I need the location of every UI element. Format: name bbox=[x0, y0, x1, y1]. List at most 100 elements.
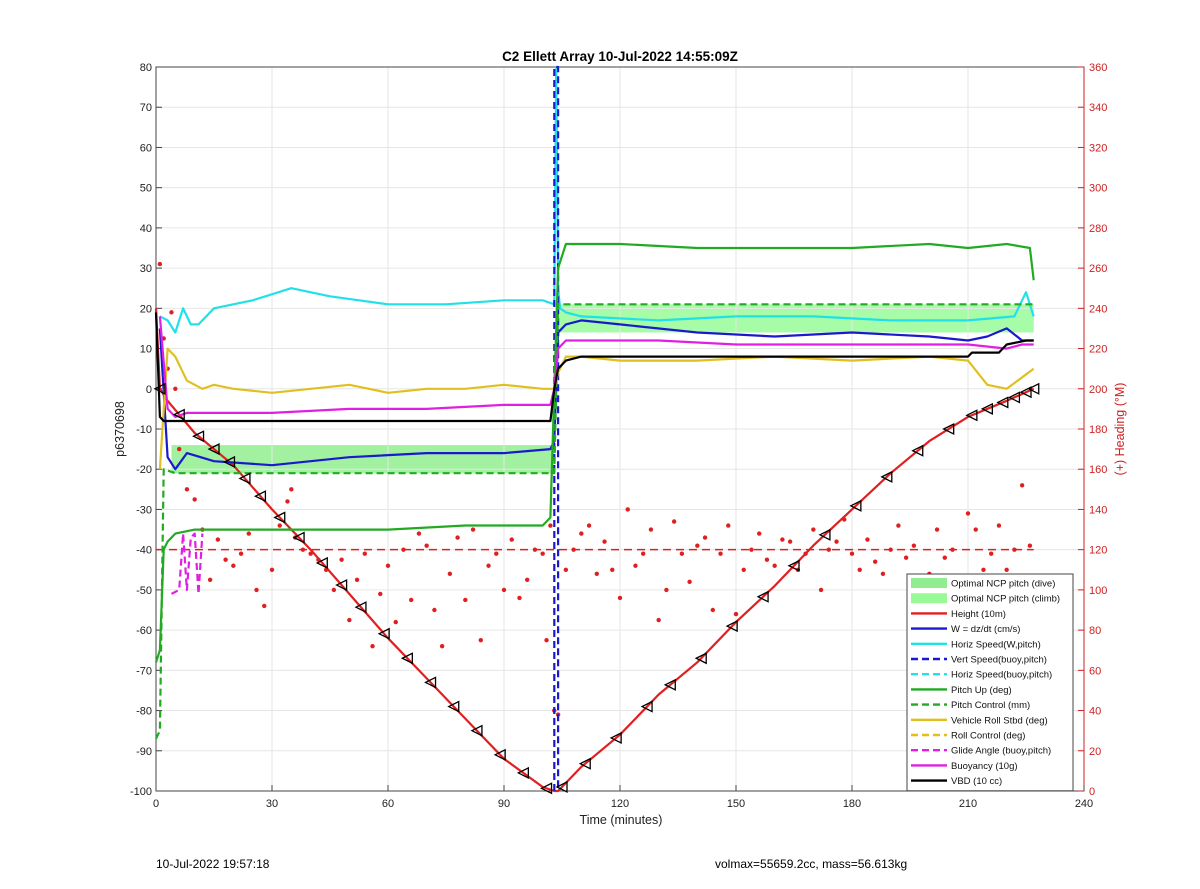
y-axis-label-left: p6370698 bbox=[113, 401, 127, 457]
heading-dot-14 bbox=[246, 531, 251, 536]
y-axis-label-right: (+) Heading (°M) bbox=[1113, 383, 1127, 476]
heading-dot-11 bbox=[223, 557, 228, 562]
y-tick-label--50: -50 bbox=[136, 585, 152, 597]
y2-tick-label-320: 320 bbox=[1089, 142, 1107, 154]
heading-dot-17 bbox=[269, 567, 275, 572]
height-marker-18 bbox=[516, 766, 529, 779]
legend-label-buoyancy-10g: Buoyancy (10g) bbox=[951, 761, 1018, 772]
height-marker-17 bbox=[493, 748, 506, 761]
heading-dot-59 bbox=[571, 547, 576, 552]
heading-dot-28 bbox=[347, 617, 352, 623]
heading-dot-116 bbox=[1012, 547, 1017, 552]
y-tick-label-50: 50 bbox=[140, 183, 152, 195]
heading-dot-81 bbox=[741, 567, 746, 572]
y2-tick-label-180: 180 bbox=[1089, 424, 1107, 436]
heading-dot-82 bbox=[749, 547, 754, 552]
y-tick-label-10: 10 bbox=[140, 344, 152, 356]
heading-dot-93 bbox=[834, 539, 839, 544]
series-vert-speed-buoy-pitch bbox=[553, 65, 560, 791]
height-marker-26 bbox=[725, 620, 738, 633]
heading-dot-47 bbox=[494, 551, 499, 556]
heading-dot-111 bbox=[973, 527, 978, 532]
heading-dot-50 bbox=[517, 595, 522, 601]
heading-dot-29 bbox=[354, 577, 360, 583]
series-pitch-control-mm bbox=[155, 303, 1034, 740]
x-tick-label-60: 60 bbox=[382, 798, 394, 810]
heading-dot-91 bbox=[818, 587, 824, 593]
heading-dot-79 bbox=[726, 523, 731, 528]
heading-dot-35 bbox=[401, 547, 406, 552]
legend-label-horiz-speed-buoy-pitch: Horiz Speed(buoy,pitch) bbox=[951, 670, 1052, 681]
legend-box bbox=[906, 573, 1074, 792]
x-tick-label-90: 90 bbox=[498, 798, 510, 810]
heading-dot-90 bbox=[811, 527, 816, 532]
height-marker-7 bbox=[273, 511, 286, 524]
heading-dot-41 bbox=[447, 571, 453, 576]
axis-labels: C2 Ellett Array 10-Jul-2022 14:55:09Z Ti… bbox=[113, 49, 1127, 827]
heading-dot-53 bbox=[540, 551, 545, 556]
heading-dot-112 bbox=[981, 567, 986, 572]
y2-tick-label-360: 360 bbox=[1089, 62, 1107, 74]
height-markers bbox=[153, 382, 1040, 795]
heading-dot-74 bbox=[687, 579, 692, 585]
height-marker-1 bbox=[172, 408, 185, 421]
heading-dot-54 bbox=[544, 637, 549, 643]
heading-dot-20 bbox=[289, 487, 294, 492]
heading-dot-92 bbox=[826, 547, 831, 552]
heading-dot-61 bbox=[586, 523, 592, 528]
heading-dot-34 bbox=[393, 619, 398, 625]
height-marker-30 bbox=[849, 499, 862, 512]
height-marker-12 bbox=[377, 627, 390, 640]
series-glide-angle-buoy-pitch bbox=[170, 532, 204, 596]
height-marker-37 bbox=[1007, 391, 1021, 404]
heading-dot-52 bbox=[532, 547, 538, 552]
y2-tick-label-260: 260 bbox=[1089, 263, 1107, 275]
heading-dot-44 bbox=[470, 527, 476, 532]
heading-dot-68 bbox=[641, 551, 646, 556]
y-tick-label-80: 80 bbox=[140, 62, 152, 74]
heading-dot-114 bbox=[996, 523, 1002, 528]
heading-dot-51 bbox=[525, 577, 530, 583]
height-marker-35 bbox=[980, 402, 993, 415]
heading-dot-106 bbox=[934, 527, 940, 532]
heading-dot-40 bbox=[439, 644, 445, 649]
heading-dot-42 bbox=[455, 535, 460, 540]
heading-dot-16 bbox=[262, 603, 267, 609]
y-tick-label--80: -80 bbox=[136, 706, 152, 718]
heading-dot-85 bbox=[772, 563, 777, 568]
heading-dot-108 bbox=[950, 547, 955, 552]
heading-dot-27 bbox=[339, 557, 344, 562]
x-tick-label-180: 180 bbox=[843, 798, 861, 810]
height-marker-13 bbox=[400, 652, 413, 665]
heading-dot-26 bbox=[331, 587, 337, 593]
y2-tick-label-60: 60 bbox=[1089, 665, 1101, 677]
x-tick-label-210: 210 bbox=[959, 798, 977, 810]
y-tick-label--60: -60 bbox=[136, 625, 152, 637]
footer-volmax-mass: volmax=55659.2cc, mass=56.613kg bbox=[715, 857, 908, 871]
height-marker-20 bbox=[555, 780, 568, 794]
y2-tick-label-140: 140 bbox=[1089, 504, 1107, 516]
y-tick-label--90: -90 bbox=[136, 746, 152, 758]
y2-tick-label-240: 240 bbox=[1089, 303, 1107, 315]
legend: Optimal NCP pitch (dive) Optimal NCP pitc… bbox=[906, 573, 1074, 792]
y2-tick-label-200: 200 bbox=[1089, 384, 1107, 396]
heading-dot-65 bbox=[617, 595, 623, 601]
legend-label-pitch-control-mm: Pitch Control (mm) bbox=[951, 700, 1030, 711]
y2-tick-label-300: 300 bbox=[1089, 183, 1107, 195]
heading-dot-22 bbox=[300, 547, 306, 552]
heading-dot-84 bbox=[764, 557, 770, 562]
heading-dot-107 bbox=[942, 555, 947, 560]
height-marker-15 bbox=[447, 700, 460, 713]
x-tick-label-0: 0 bbox=[153, 798, 159, 810]
heading-dot-12 bbox=[231, 563, 236, 568]
x-tick-label-240: 240 bbox=[1075, 798, 1093, 810]
heading-dot-101 bbox=[896, 523, 901, 528]
heading-dot-63 bbox=[602, 539, 607, 544]
heading-dot-31 bbox=[370, 644, 375, 649]
heading-dot-37 bbox=[416, 531, 422, 536]
legend-swatch-optimal-ncp-pitch-climb bbox=[911, 593, 947, 604]
y-tick-label-30: 30 bbox=[140, 263, 152, 275]
y-tick-label--40: -40 bbox=[136, 545, 152, 557]
heading-dot-118 bbox=[1027, 543, 1033, 548]
heading-dot-32 bbox=[378, 591, 383, 597]
